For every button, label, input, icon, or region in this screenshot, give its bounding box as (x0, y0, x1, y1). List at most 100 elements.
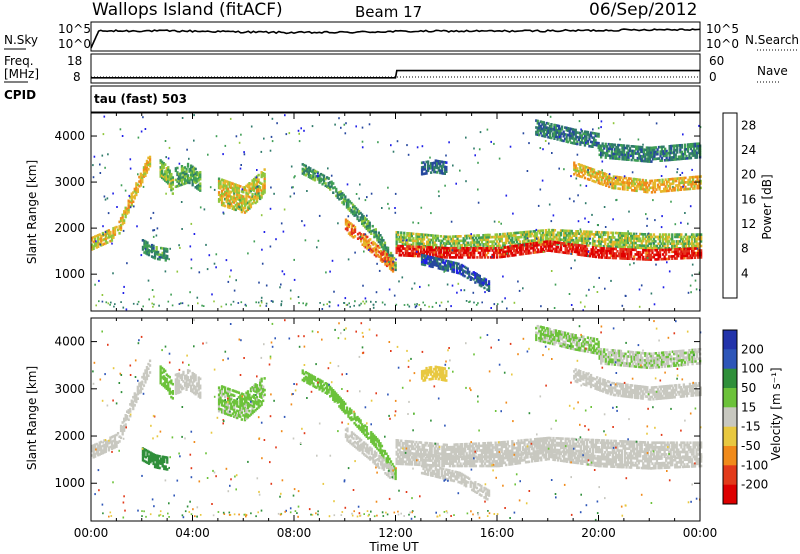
power-echo-band-3 (174, 162, 202, 192)
power-colorbar-tick-2: 12 (741, 217, 756, 231)
x-axis-label: Time UT (368, 540, 419, 554)
velocity-colorbar-swatch-2 (723, 368, 737, 389)
power-echo-band-12 (420, 159, 448, 176)
velocity-colorbar-tick-4: -15 (741, 420, 761, 434)
velocity-frame (90, 317, 701, 522)
velocity-echo-band-11 (598, 347, 702, 370)
velocity-ytick-label-2: 3000 (54, 382, 85, 396)
velocity-ytick-label-0: 1000 (54, 476, 85, 490)
x-tick-label-2: 08:00 (277, 526, 312, 540)
power-colorbar-tick-6: 28 (741, 118, 756, 132)
x-tick-label-4: 16:00 (480, 526, 515, 540)
velocity-echo-band-9 (420, 462, 491, 501)
velocity-colorbar-tick-3: 15 (741, 400, 756, 414)
power-colorbar-tick-5: 24 (741, 143, 756, 157)
velocity-colorbar-tick-0: 200 (741, 342, 764, 356)
velocity-scatter (92, 319, 702, 521)
power-ytick-label-3: 4000 (54, 129, 85, 143)
velocity-echo-band-8 (395, 448, 703, 470)
nave-tick-bottom: 0 (709, 70, 717, 84)
power-echo-band-10 (573, 161, 702, 194)
velocity-colorbar-label: Velocity [m s⁻¹] (769, 367, 783, 460)
x-tick-label-5: 20:00 (581, 526, 616, 540)
cpid-text: tau (fast) 503 (94, 92, 187, 106)
velocity-colorbar-swatch-7 (723, 465, 737, 486)
power-panel: 1000 2000 3000 4000 Slant Range [km] 4 8 12 16… (25, 112, 774, 312)
noise-series-line (90, 28, 701, 49)
cpid-frame (90, 85, 701, 113)
power-echo-band-5 (301, 163, 397, 272)
power-echo-band-4 (217, 168, 266, 214)
power-ytick-label-0: 1000 (54, 267, 85, 281)
velocity-echo-band-0 (91, 359, 152, 459)
velocity-colorbar-swatch-0 (723, 330, 737, 350)
power-colorbar-tick-3: 16 (741, 192, 756, 206)
velocity-panel: 1000 2000 3000 4000 Slant Range [km] 200 100… (25, 317, 783, 554)
velocity-echo-band-13 (535, 324, 600, 355)
power-echo-band-9 (420, 253, 491, 292)
x-tick-label-3: 12:00 (378, 526, 413, 540)
velocity-near-range (102, 510, 499, 518)
beam-label: Beam 17 (355, 3, 422, 21)
x-tick-label-6: 00:00 (683, 526, 718, 540)
power-colorbar-tick-0: 4 (741, 266, 749, 280)
nave-label: Nave (757, 64, 788, 78)
power-echo-band-2 (141, 239, 169, 262)
velocity-colorbar-tick-7: -200 (741, 478, 768, 492)
power-scatter (92, 114, 702, 312)
velocity-echo-band-6 (344, 427, 395, 480)
date-label: 06/Sep/2012 (589, 0, 697, 20)
velocity-echo-band-2 (141, 447, 169, 471)
velocity-colorbar-tick-2: 50 (741, 381, 756, 395)
power-ytick-label-2: 3000 (54, 175, 85, 189)
power-echo-band-0 (91, 155, 152, 251)
freq-units: [MHz] (4, 67, 39, 81)
velocity-colorbar-tick-5: -50 (741, 439, 761, 453)
power-echo-band-1 (159, 159, 174, 195)
power-colorbar-tick-1: 8 (741, 242, 749, 256)
cpid-label: CPID (4, 88, 36, 102)
power-echo-band-8 (395, 240, 703, 261)
freq-tick-top: 18 (67, 54, 82, 68)
noise-right-tick-top: 10^5 (706, 22, 739, 36)
x-tick-label-1: 04:00 (175, 526, 210, 540)
noise-right-tick-bottom: 10^0 (706, 37, 739, 51)
freq-frame (90, 53, 701, 84)
freq-tick-bottom: 8 (73, 70, 81, 84)
noise-right-label: N.Search (745, 33, 799, 47)
power-near-range (95, 300, 499, 308)
velocity-colorbar-tick-1: 100 (741, 362, 764, 376)
velocity-echo-band-7 (395, 436, 703, 461)
power-echo-band-13 (535, 119, 600, 150)
noise-left-tick-bottom: 10^0 (58, 37, 91, 51)
noise-left-label: N.Sky (4, 33, 38, 47)
velocity-ytick-label-3: 4000 (54, 335, 85, 349)
velocity-colorbar-swatch-8 (723, 484, 737, 505)
velocity-echo-band-12 (420, 365, 448, 382)
noise-frame (90, 21, 701, 52)
freq-series-line (91, 69, 700, 79)
freq-panel: Freq. [MHz] 18 8 60 0 Nave CPID tau (fas… (4, 53, 788, 113)
velocity-echo-band-3 (174, 369, 202, 399)
power-colorbar-tick-4: 20 (741, 168, 756, 182)
noise-panel: N.Sky 10^5 10^0 10^5 10^0 N.Search (4, 21, 799, 52)
velocity-colorbar-swatch-1 (723, 349, 737, 370)
velocity-colorbar-tick-6: -100 (741, 458, 768, 472)
power-ylabel: Slant Range [km] (25, 160, 39, 264)
velocity-echo-band-1 (159, 365, 174, 400)
power-echo-band-11 (598, 142, 702, 163)
power-ytick-label-1: 2000 (54, 221, 85, 235)
x-tick-label-0: 00:00 (74, 526, 109, 540)
velocity-ytick-label-1: 2000 (54, 429, 85, 443)
noise-left-tick-top: 10^5 (58, 22, 91, 36)
velocity-colorbar-swatch-6 (723, 446, 737, 466)
station-title: Wallops Island (fitACF) (92, 0, 283, 20)
velocity-echo-band-10 (573, 368, 702, 401)
freq-label: Freq. (4, 54, 34, 68)
nave-tick-top: 60 (709, 54, 724, 68)
velocity-colorbar-swatch-5 (723, 426, 737, 447)
velocity-colorbar-swatch-3 (723, 388, 737, 408)
power-colorbar-label: Power [dB] (760, 174, 774, 239)
velocity-ylabel: Slant Range [km] (25, 366, 39, 470)
